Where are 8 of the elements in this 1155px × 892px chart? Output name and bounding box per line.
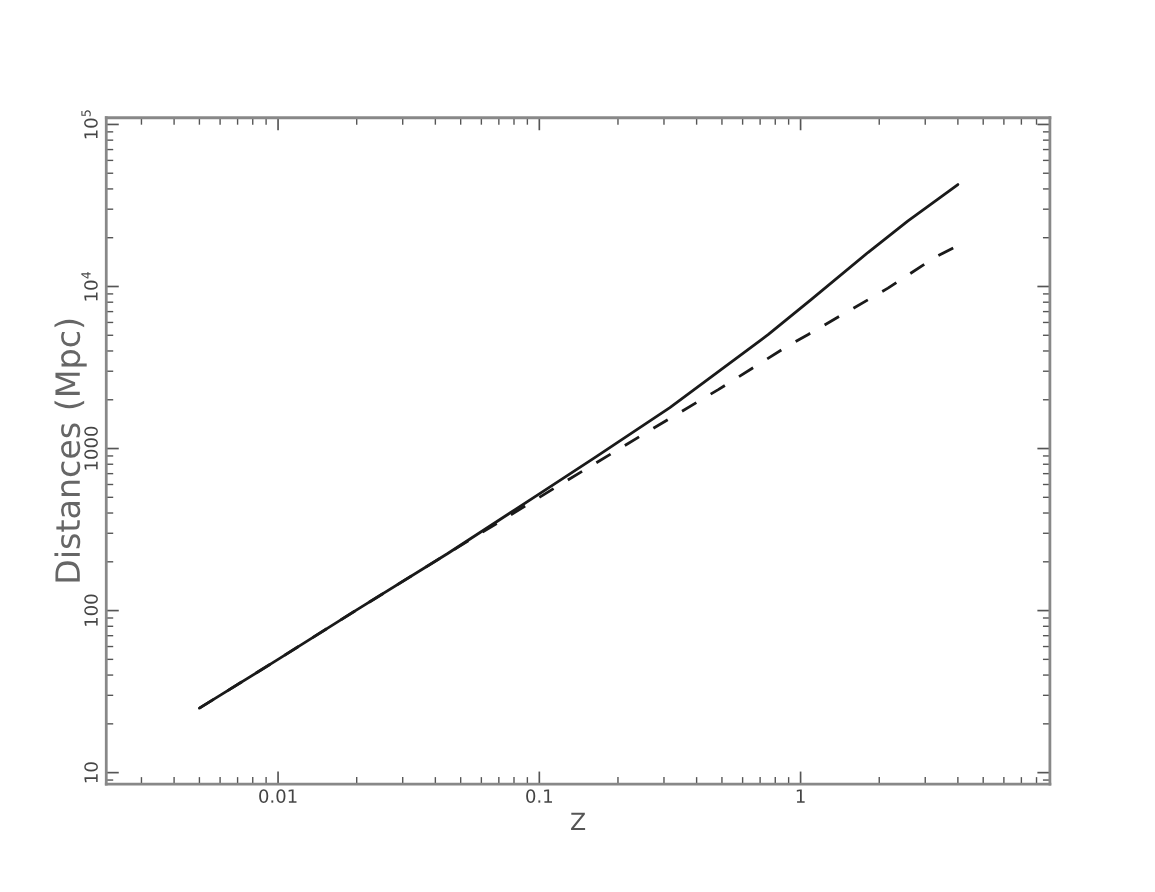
y-tick-label: 10$^{4}$ (81, 271, 98, 301)
x-tick-label: 0.1 (526, 789, 553, 803)
y-tick-label: 100 (84, 594, 98, 626)
x-axis-title: Z (571, 812, 586, 830)
y-tick-label: 10$^{5}$ (81, 110, 98, 139)
x-tick-label: 0.01 (259, 789, 297, 803)
y-tick-label: 10 (84, 762, 98, 783)
x-tick-label: 1 (796, 789, 805, 803)
